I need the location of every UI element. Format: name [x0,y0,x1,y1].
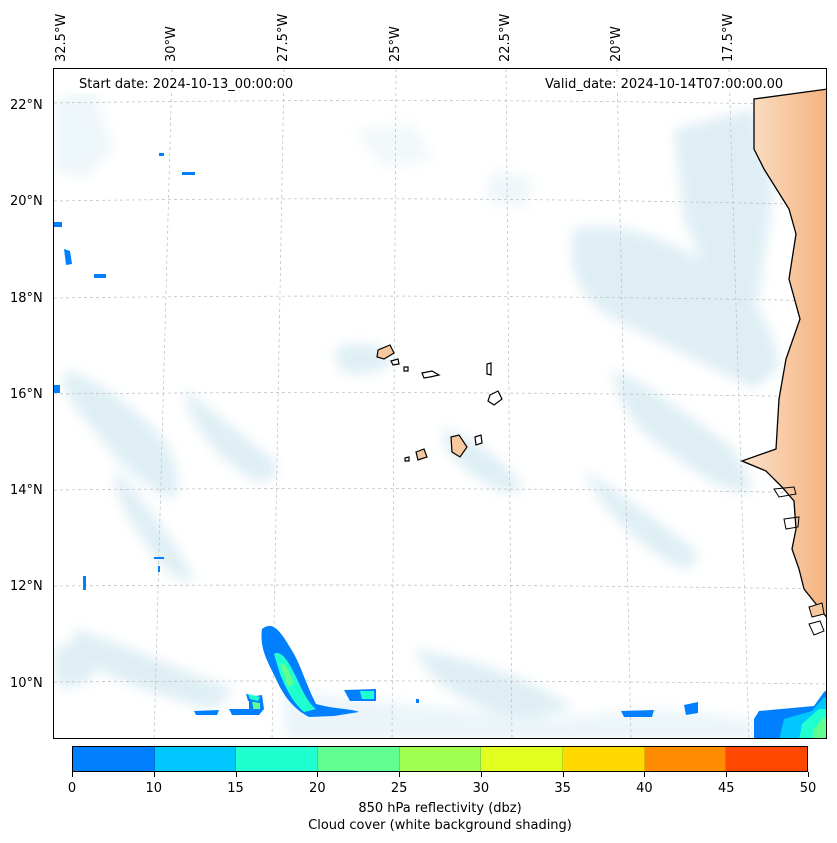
colorbar-segment [563,747,645,771]
colorbar-tick [399,772,401,777]
colorbar-tick [480,772,482,777]
colorbar-tick [235,772,237,777]
colorbar-tick [153,772,155,777]
echo-band-peak [280,663,294,687]
colorbar-tick [808,772,809,777]
colorbar-tick [726,772,728,777]
colorbar-tick-label: 40 [636,781,653,796]
colorbar-tick-label: 45 [717,781,735,796]
graticule [54,69,826,738]
colorbar-tick [317,772,319,777]
lon-label-17-5w: 17.5°W [721,13,736,62]
colorbar-segment [644,747,727,771]
lat-label-18n: 18°N [10,291,43,306]
lat-label-22n: 22°N [10,98,43,113]
echo-band-main [261,625,359,717]
africa-land [740,88,826,636]
cloud-cover [54,89,779,738]
lon-label-20w: 20°W [609,26,624,62]
cape-verde-islands [376,344,503,462]
lat-label-12n: 12°N [10,579,43,594]
colorbar-tick-label: 10 [145,781,163,796]
map-canvas [54,69,826,738]
colorbar-segment [726,747,808,771]
colorbar-sublabel: Cloud cover (white background shading) [308,818,572,833]
colorbar-tick-label: 35 [554,781,571,796]
start-date-label: Start date: 2024-10-13_00:00:00 [73,76,300,93]
lon-label-30w: 30°W [164,26,179,62]
lon-label-27-5w: 27.5°W [276,13,291,62]
colorbar-tick-label: 20 [309,781,326,796]
colorbar-tick [562,772,564,777]
colorbar-tick-label: 50 [799,781,817,796]
colorbar-tick-label: 25 [390,781,408,796]
reflectivity-echoes [54,153,826,738]
lat-label-10n: 10°N [10,676,43,691]
colorbar-segment [318,747,400,771]
map-panel [53,68,827,739]
colorbar-segment [73,747,155,771]
colorbar-tick-label: 30 [472,781,490,796]
lon-label-32-5w: 32.5°W [54,13,69,62]
valid-date-label: Valid_date: 2024-10-14T07:00:00.00 [539,76,790,93]
colorbar-tick [72,772,73,777]
lon-label-22-5w: 22.5°W [498,13,513,62]
colorbar-segment [154,747,237,771]
lon-label-25w: 25°W [388,26,403,62]
lat-label-20n: 20°N [10,194,43,209]
lat-label-16n: 16°N [10,387,43,402]
colorbar-segment [481,747,564,771]
lat-label-14n: 14°N [10,483,43,498]
colorbar-tick [644,772,646,777]
colorbar-label: 850 hPa reflectivity (dbz) [358,801,522,816]
colorbar-segment [399,747,482,771]
colorbar-tick-label: 0 [67,781,77,796]
colorbar-segment [236,747,319,771]
colorbar [72,746,808,772]
colorbar-tick-label: 15 [227,781,244,796]
